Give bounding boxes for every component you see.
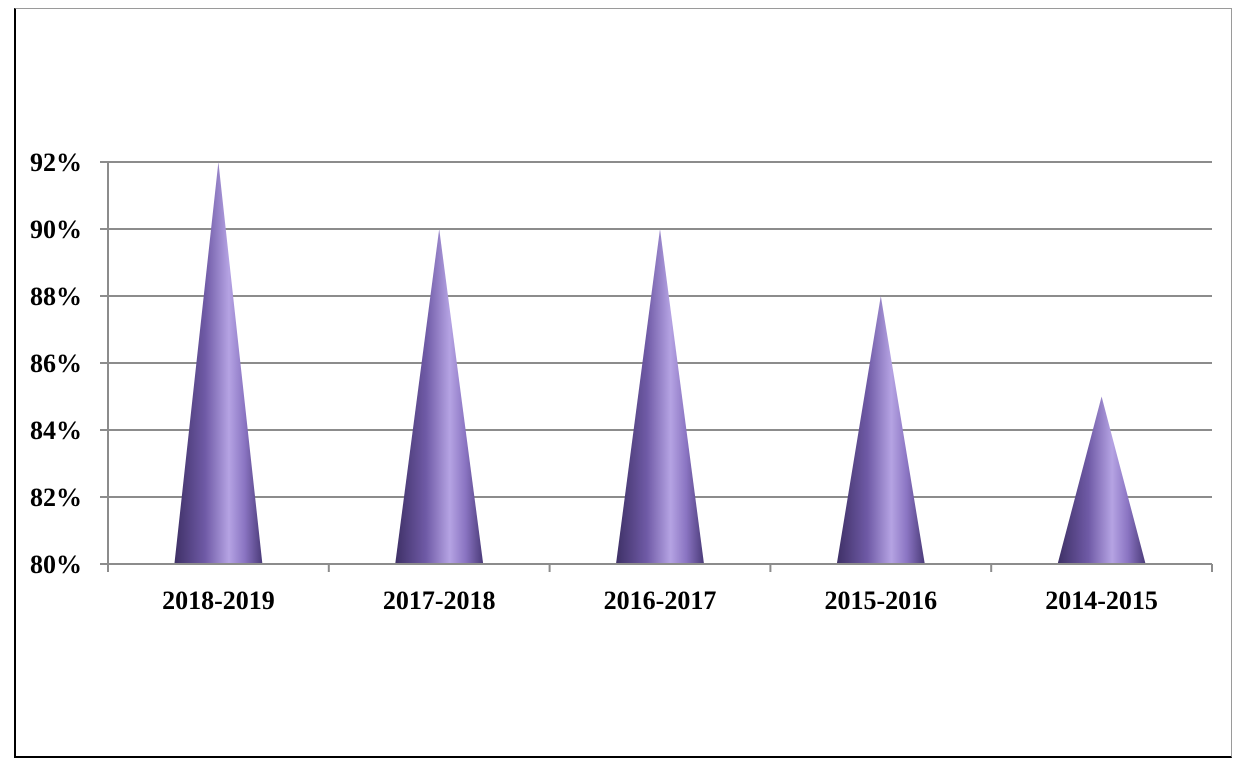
y-tick-label: 84% <box>30 416 82 445</box>
y-tick-label: 80% <box>30 550 82 579</box>
y-tick-label: 88% <box>30 282 82 311</box>
cone-bar <box>836 296 925 564</box>
y-axis-tick-labels: 80% 82% 84% 86% 88% 90% 92% <box>30 148 82 579</box>
y-tick-label: 90% <box>30 215 82 244</box>
x-tick-label: 2016-2017 <box>604 586 717 615</box>
x-tick-label: 2018-2019 <box>162 586 275 615</box>
y-tick-label: 82% <box>30 483 82 512</box>
cone-bar <box>616 229 704 564</box>
axes <box>107 162 1213 572</box>
x-tick-label: 2014-2015 <box>1045 586 1158 615</box>
x-tick-label: 2017-2018 <box>383 586 496 615</box>
cone-bar <box>395 229 484 564</box>
y-tick-label: 92% <box>30 148 82 177</box>
cone-bars <box>174 162 1146 564</box>
cone-bar <box>174 162 263 564</box>
cone-bar <box>1057 396 1146 564</box>
x-tick-label: 2015-2016 <box>824 586 937 615</box>
y-tick-label: 86% <box>30 349 82 378</box>
x-axis-tick-labels: 2018-2019 2017-2018 2016-2017 2015-2016 2014… <box>162 586 1158 615</box>
